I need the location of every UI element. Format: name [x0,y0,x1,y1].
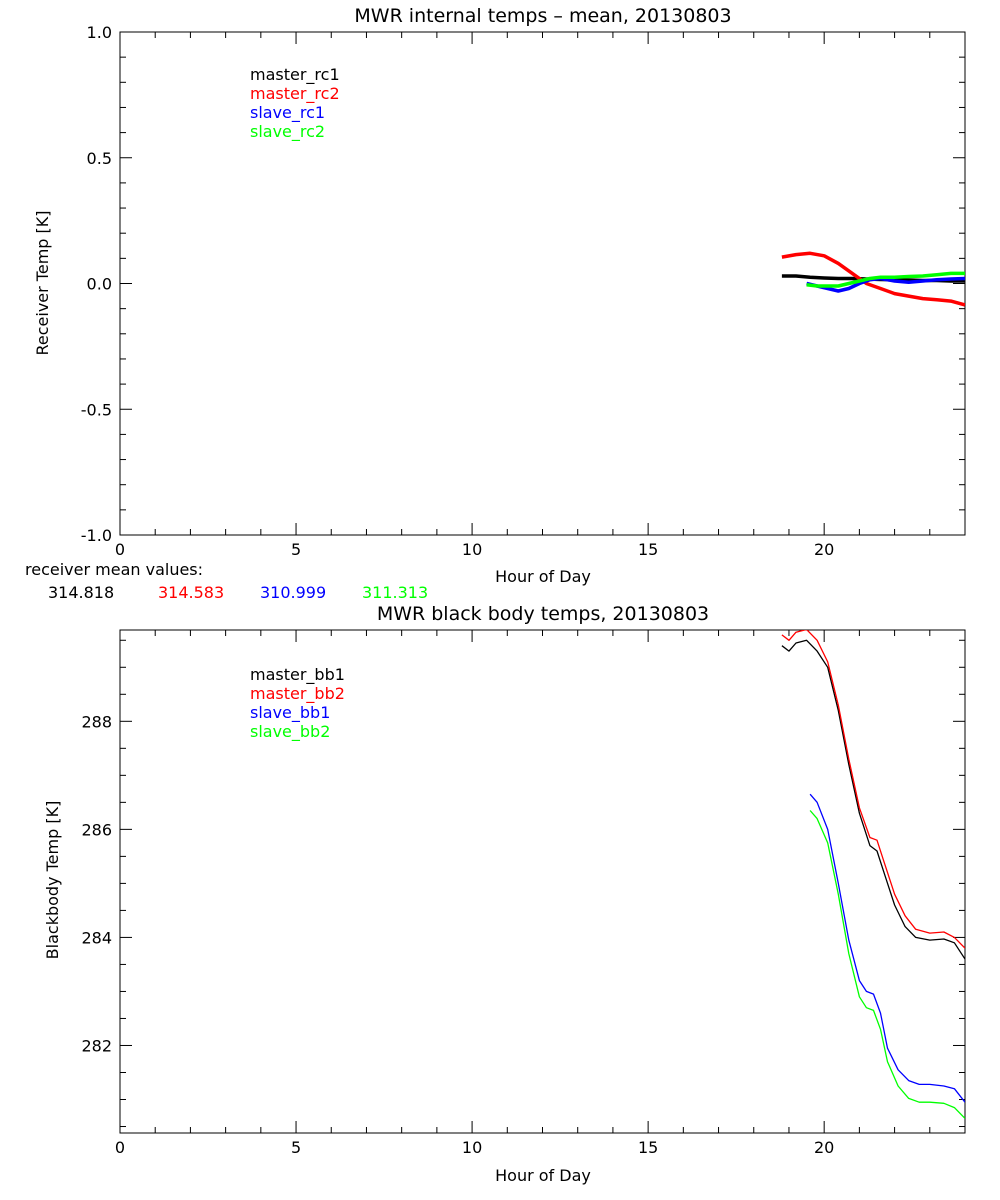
x-tick-label: 5 [291,1138,301,1157]
plot-frame [119,31,966,536]
x-axis-label: Hour of Day [495,567,591,586]
receiver-mean-label: receiver mean values: [25,560,203,579]
y-tick-label: -1.0 [81,526,112,545]
receiver-mean-value-slave-rc2: 311.313 [362,583,428,602]
series-line-slave-rc2 [806,271,965,288]
x-axis-label: Hour of Day [495,1166,591,1185]
legend-entry-slave-rc1: slave_rc1 [250,103,325,123]
series-line-master-bb1 [781,639,965,960]
series-line-slave-bb1 [809,793,965,1103]
receiver-temps-panel: MWR internal temps – mean, 20130803 Hour… [33,5,966,586]
legend-entry-master-rc1: master_rc1 [250,65,340,85]
receiver-mean-value-master-rc1: 314.818 [48,583,114,602]
plot-area: 0 5 10 15 20 288 286 284 282 master_bb1master_bb2… [81,629,966,1157]
receiver-mean-values: receiver mean values: 314.818 314.583 31… [25,560,428,602]
series-line-master-bb2 [781,630,965,949]
legend-entry-master-bb2: master_bb2 [250,684,345,704]
legend-entry-master-rc2: master_rc2 [250,84,340,104]
x-tick-label: 10 [462,1138,482,1157]
legend-entry-master-bb1: master_bb1 [250,665,345,685]
blackbody-temps-panel: MWR black body temps, 20130803 Hour of D… [43,603,966,1185]
y-axis-label: Blackbody Temp [K] [43,801,62,960]
y-tick-label: 284 [81,928,112,947]
legend-entry-slave-bb1: slave_bb1 [250,703,330,723]
series-line-master-rc2 [781,251,965,307]
x-tick-label: 10 [462,540,482,559]
legend-entry-slave-bb2: slave_bb2 [250,722,330,742]
x-tick-label: 15 [638,1138,658,1157]
x-tick-label: 20 [814,540,834,559]
legend-entry-slave-rc2: slave_rc2 [250,122,325,142]
y-tick-label: 0.0 [87,275,112,294]
x-tick-label: 0 [115,540,125,559]
y-tick-label: 282 [81,1036,112,1055]
y-tick-label: 288 [81,712,112,731]
chart-title: MWR internal temps – mean, 20130803 [354,5,731,27]
receiver-mean-value-slave-rc1: 310.999 [260,583,326,602]
series-line-slave-bb2 [809,810,965,1119]
y-tick-label: -0.5 [81,400,112,419]
x-tick-label: 20 [814,1138,834,1157]
y-tick-label: 0.5 [87,149,112,168]
x-tick-label: 5 [291,540,301,559]
y-tick-label: 286 [81,820,112,839]
x-tick-label: 15 [638,540,658,559]
y-axis-label: Receiver Temp [K] [33,210,52,355]
chart-title: MWR black body temps, 20130803 [377,603,709,625]
y-tick-label: 1.0 [87,23,112,42]
plot-area: 0 5 10 15 20 1.0 0.5 0.0 -0.5 -1.0 master_rc1maste… [81,23,966,559]
receiver-mean-value-master-rc2: 314.583 [158,583,224,602]
x-tick-label: 0 [115,1138,125,1157]
